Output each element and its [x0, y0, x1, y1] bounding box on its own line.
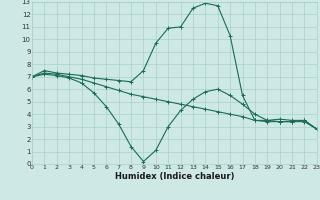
X-axis label: Humidex (Indice chaleur): Humidex (Indice chaleur): [115, 172, 234, 181]
